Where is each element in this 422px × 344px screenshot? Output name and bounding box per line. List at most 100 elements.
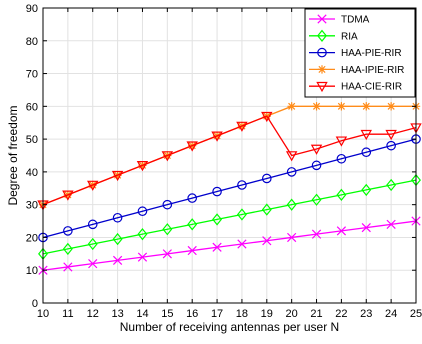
- data-point-haa-cie-rir: [285, 151, 298, 162]
- y-tick-label: 60: [26, 101, 38, 113]
- data-point-haa-cie-rir: [360, 129, 372, 141]
- legend-label: HAA-PIE-RIR: [341, 48, 402, 59]
- data-point-haa-pie-rir: [336, 153, 347, 164]
- data-point-tdma: [237, 239, 247, 249]
- data-point-ria: [62, 242, 73, 256]
- legend-label: HAA-IPIE-RIR: [341, 65, 404, 76]
- legend-label: RIA: [341, 31, 358, 42]
- y-tick-label: 50: [26, 134, 38, 146]
- ticks: 10 11 12 13 14 15 16 17 18 19 20 21 22 23 24 2501020304…: [26, 3, 422, 320]
- data-point-haa-cie-rir: [335, 136, 348, 147]
- legend-swatch-marker: [317, 65, 327, 74]
- data-point-haa-pie-rir: [261, 173, 272, 184]
- data-point-tdma: [386, 219, 396, 229]
- y-tick-label: 0: [32, 298, 38, 310]
- x-tick-label: 15: [161, 308, 173, 320]
- data-point-tdma: [336, 226, 347, 236]
- data-point-haa-cie-rir: [385, 129, 397, 141]
- data-point-tdma: [112, 255, 123, 266]
- data-point-tdma: [311, 229, 322, 239]
- x-tick-label: 12: [87, 308, 99, 320]
- series-line-haa-cie-rir: [42, 115, 417, 206]
- data-point-ria: [137, 228, 148, 241]
- legend-label: TDMA: [341, 15, 370, 26]
- data-point-haa-ipie-rir: [386, 102, 396, 111]
- data-point-tdma: [287, 232, 297, 243]
- legend: TDMA RIA HAA-PIE-RIR HAA-IPIE-RIR HAA-CIE-RI…: [304, 8, 416, 98]
- y-tick-label: 70: [26, 69, 38, 81]
- data-point-haa-cie-rir: [136, 161, 149, 172]
- y-axis-title: Degree of freedom: [6, 105, 20, 205]
- data-point-ria: [336, 188, 347, 201]
- data-point-tdma: [187, 245, 197, 256]
- legend-label: HAA-CIE-RIR: [341, 82, 402, 93]
- series-line-tdma: [42, 220, 417, 271]
- x-tick-label: 24: [385, 308, 397, 320]
- series-line-ria: [42, 179, 417, 255]
- data-point-haa-cie-rir: [211, 131, 223, 142]
- data-point-ria: [212, 213, 223, 226]
- series-line-haa-ipie-rir: [42, 105, 416, 206]
- data-point-haa-cie-rir: [310, 144, 323, 155]
- data-point-ria: [236, 208, 247, 221]
- data-point-haa-pie-rir: [187, 193, 197, 203]
- data-point-haa-ipie-rir: [312, 102, 321, 111]
- data-point-ria: [311, 193, 322, 206]
- data-point-haa-pie-rir: [63, 226, 73, 236]
- data-point-haa-pie-rir: [237, 180, 247, 190]
- x-tick-label: 19: [261, 308, 273, 320]
- series-layer: [37, 102, 422, 275]
- data-point-tdma: [137, 252, 148, 262]
- data-point-haa-pie-rir: [311, 160, 322, 171]
- legend-item-haa-ipie-rir: HAA-IPIE-RIR: [309, 65, 404, 76]
- legend-item-haa-cie-rir: HAA-CIE-RIR: [309, 82, 402, 93]
- series-haa-cie-rir: [37, 111, 422, 211]
- x-tick-label: 23: [360, 308, 372, 320]
- x-tick-label: 10: [37, 308, 49, 320]
- x-tick-label: 16: [186, 308, 198, 320]
- data-point-ria: [112, 232, 123, 246]
- legend-item-haa-pie-rir: HAA-PIE-RIR: [309, 47, 402, 59]
- data-point-haa-cie-rir: [62, 190, 74, 201]
- y-tick-label: 20: [26, 232, 38, 244]
- legend-item-ria: RIA: [309, 29, 358, 42]
- data-point-haa-ipie-rir: [287, 102, 296, 111]
- legend-swatch-marker: [317, 14, 327, 24]
- x-tick-label: 25: [410, 308, 422, 320]
- series-line-haa-pie-rir: [42, 138, 417, 239]
- data-point-haa-cie-rir: [261, 111, 273, 123]
- data-point-ria: [162, 223, 173, 236]
- data-point-tdma: [63, 262, 73, 272]
- legend-swatch-marker: [317, 47, 327, 58]
- plot-frame: [42, 7, 417, 304]
- y-tick-label: 80: [26, 36, 38, 48]
- data-point-haa-pie-rir: [286, 167, 297, 177]
- data-point-tdma: [88, 259, 98, 269]
- data-point-haa-pie-rir: [361, 147, 372, 158]
- data-point-tdma: [162, 249, 172, 259]
- data-point-haa-ipie-rir: [362, 102, 371, 111]
- y-tick-label: 90: [26, 3, 38, 15]
- data-point-ria: [386, 178, 397, 192]
- x-tick-label: 22: [335, 308, 347, 320]
- data-point-tdma: [212, 242, 222, 252]
- data-point-ria: [286, 198, 297, 211]
- x-tick-label: 21: [310, 308, 322, 320]
- x-tick-label: 18: [236, 308, 248, 320]
- y-tick-label: 30: [26, 200, 38, 212]
- data-point-haa-pie-rir: [87, 219, 98, 230]
- data-point-haa-pie-rir: [137, 206, 148, 217]
- x-tick-label: 11: [62, 308, 73, 320]
- x-axis-title: Number of receiving antennas per user N: [120, 320, 339, 334]
- data-point-ria: [261, 203, 272, 216]
- legend-swatch-marker: [316, 81, 328, 93]
- series-ria: [38, 173, 421, 260]
- x-tick-label: 13: [111, 308, 123, 320]
- data-point-haa-cie-rir: [161, 151, 174, 162]
- data-point-haa-pie-rir: [386, 140, 396, 151]
- legend-item-tdma: TDMA: [309, 14, 370, 26]
- data-point-haa-cie-rir: [236, 121, 248, 132]
- data-point-haa-cie-rir: [186, 141, 198, 152]
